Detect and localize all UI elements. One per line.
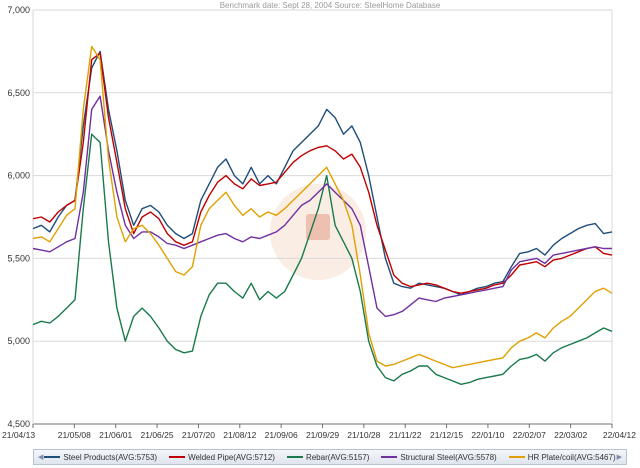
x-tick-label: 22/04/12 bbox=[603, 430, 636, 440]
y-tick-label: 6,000 bbox=[7, 171, 30, 181]
legend-label: Steel Products(AVG:5753) bbox=[63, 452, 158, 462]
legend-label: Structural Steel(AVG:5578) bbox=[400, 452, 497, 462]
legend-swatch bbox=[508, 456, 525, 458]
x-tick-label: 21/10/28 bbox=[347, 430, 380, 440]
x-tick-label: 21/05/08 bbox=[58, 430, 91, 440]
legend-item[interactable]: Welded Pipe(AVG:5712) bbox=[169, 453, 275, 462]
x-tick-label: 21/09/29 bbox=[306, 430, 339, 440]
legend-scroll-left-icon[interactable]: ◀ bbox=[38, 454, 44, 461]
legend-swatch bbox=[286, 456, 303, 458]
legend-swatch bbox=[169, 456, 186, 458]
y-tick-label: 7,000 bbox=[7, 5, 30, 15]
x-tick-label: 22/02/07 bbox=[513, 430, 546, 440]
legend-item[interactable]: Structural Steel(AVG:5578) bbox=[381, 452, 497, 462]
y-tick-label: 6,500 bbox=[7, 88, 30, 98]
x-tick-label: 22/03/02 bbox=[554, 430, 587, 440]
y-tick-label: 5,500 bbox=[7, 253, 30, 263]
y-tick-label: 4,500 bbox=[7, 419, 30, 429]
legend-scroll-right-icon[interactable]: ▶ bbox=[616, 454, 622, 461]
series-line bbox=[32, 95, 612, 318]
legend-swatch bbox=[381, 456, 398, 458]
x-tick-label: 21/07/20 bbox=[182, 430, 215, 440]
series-line bbox=[32, 50, 613, 296]
series-line bbox=[32, 133, 613, 385]
chart-subtitle: Benchmark date: Sept 28, 2004 Source: St… bbox=[220, 1, 441, 10]
legend-label: Rebar(AVG:5157) bbox=[305, 452, 370, 462]
x-tick-label: 21/06/25 bbox=[141, 430, 174, 440]
y-tick-label: 5,000 bbox=[7, 336, 30, 346]
legend-item[interactable]: HR Plate/coil(AVG:5467) bbox=[508, 452, 616, 462]
x-tick-label: 22/01/10 bbox=[471, 430, 504, 440]
x-tick-label: 21/04/13 bbox=[2, 430, 35, 440]
series-line bbox=[32, 52, 613, 294]
legend-swatch bbox=[44, 456, 61, 458]
series-line bbox=[32, 45, 613, 369]
legend-item[interactable]: Rebar(AVG:5157) bbox=[286, 452, 370, 462]
x-tick-label: 21/06/01 bbox=[99, 430, 132, 440]
chart-legend: ◀ Steel Products(AVG:5753) Welded Pipe(AV… bbox=[33, 449, 627, 465]
x-tick-label: 21/09/06 bbox=[265, 430, 298, 440]
x-tick-label: 21/12/15 bbox=[430, 430, 463, 440]
legend-label: Welded Pipe(AVG:5712) bbox=[188, 452, 275, 462]
x-tick-label: 21/11/22 bbox=[389, 430, 422, 440]
x-tick-label: 21/08/12 bbox=[223, 430, 256, 440]
legend-item[interactable]: Steel Products(AVG:5753) bbox=[44, 453, 157, 462]
legend-label: HR Plate/coil(AVG:5467) bbox=[527, 452, 616, 462]
steelhome-watermark-logo bbox=[270, 184, 366, 280]
